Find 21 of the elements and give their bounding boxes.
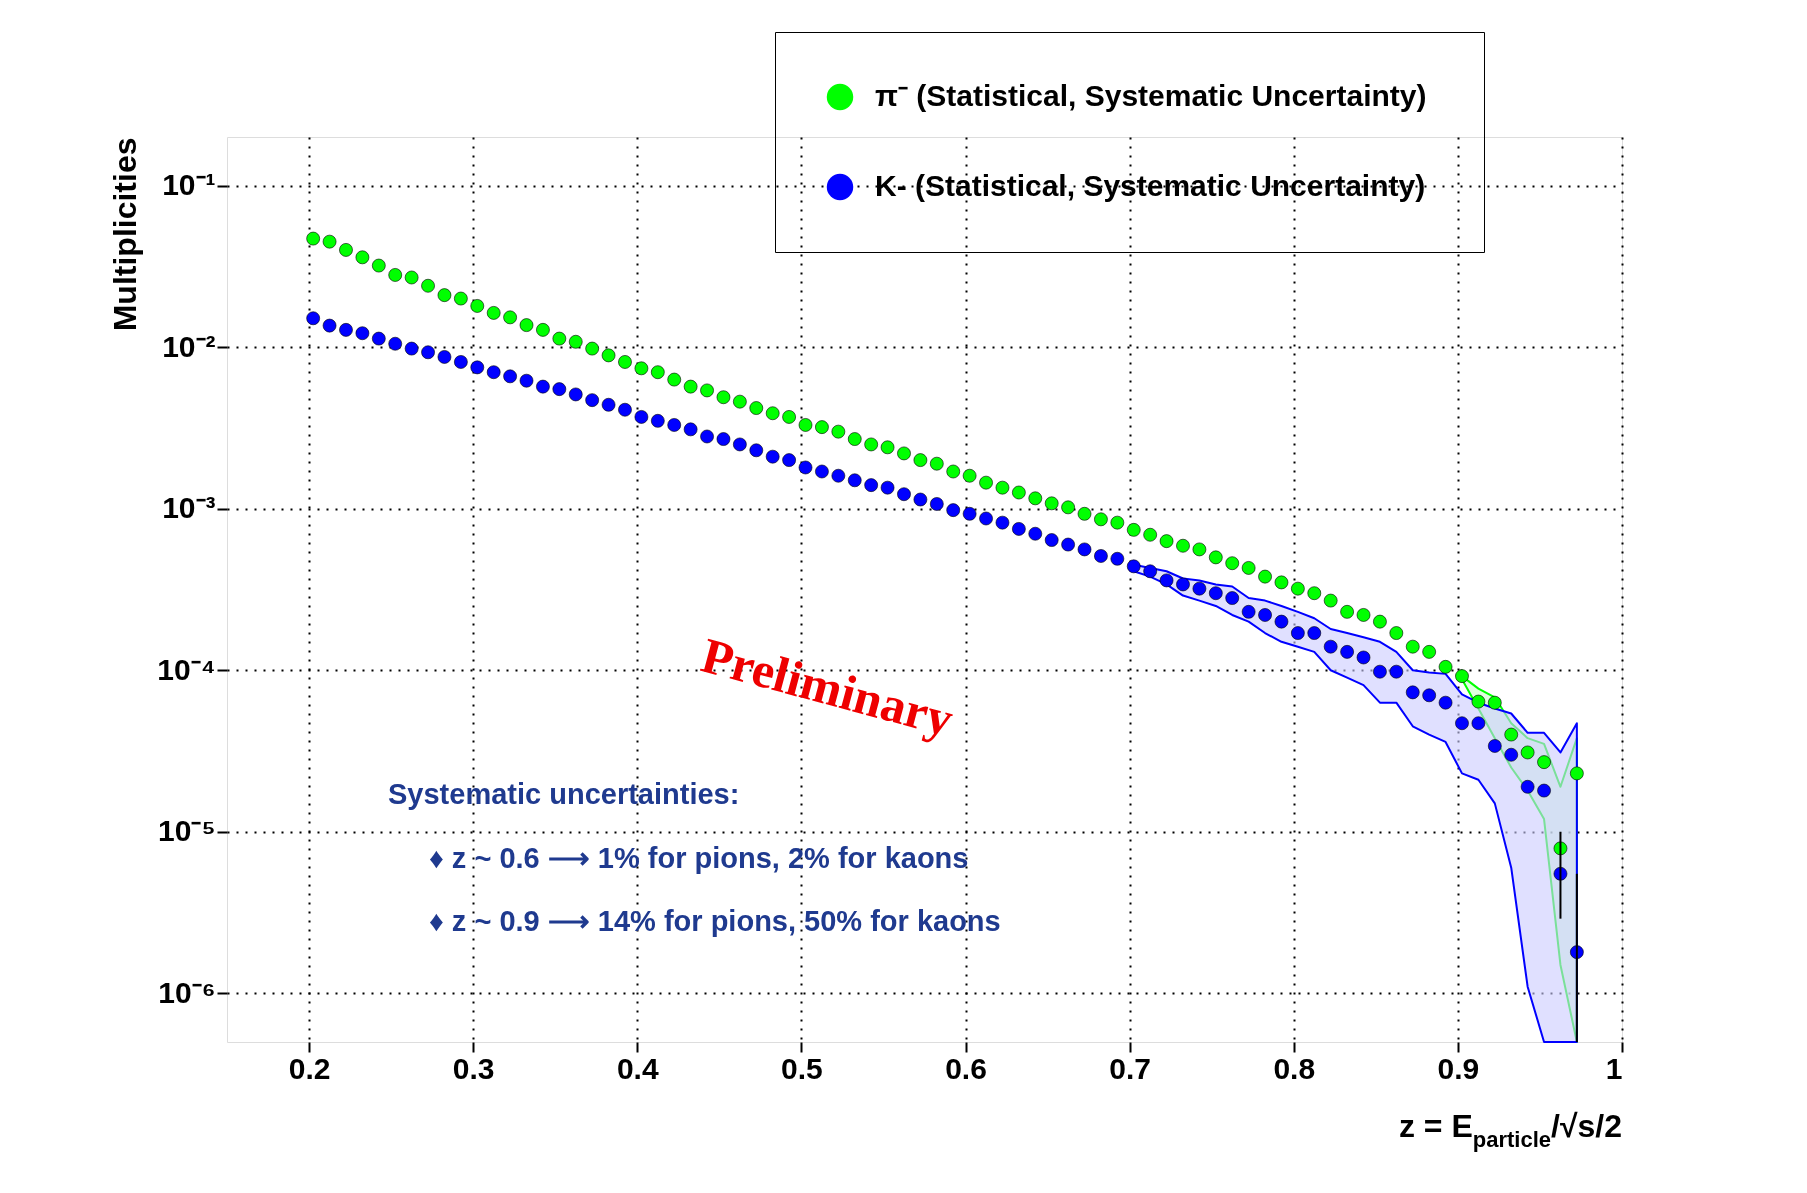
y-tick-label: 10⁻² bbox=[162, 329, 216, 363]
y-axis-title: Multiplicities bbox=[107, 137, 144, 332]
x-tick-label: 0.9 bbox=[1437, 1051, 1480, 1085]
x-tick-label: 0.8 bbox=[1273, 1051, 1316, 1085]
x-tick-label: 0.2 bbox=[288, 1051, 331, 1085]
legend-label: K- (Statistical, Systematic Uncertainty) bbox=[875, 169, 1426, 202]
y-tick-label: 10⁻⁵ bbox=[158, 814, 216, 848]
x-tick-label: 0.3 bbox=[452, 1051, 495, 1085]
annotation: ♦ z ~ 0.9 ⟶ 14% for pions, 50% for kaons bbox=[429, 905, 1001, 937]
x-tick-label: 1 bbox=[1605, 1051, 1623, 1085]
x-tick-label: 0.6 bbox=[945, 1051, 987, 1085]
annotation: Systematic uncertainties: bbox=[388, 778, 740, 810]
x-tick-label: 0.4 bbox=[616, 1051, 659, 1085]
y-tick-label: 10⁻³ bbox=[162, 491, 216, 525]
y-tick-label: 10⁻⁶ bbox=[158, 975, 216, 1009]
annotation: ♦ z ~ 0.6 ⟶ 1% for pions, 2% for kaons bbox=[429, 842, 969, 874]
x-tick-label: 0.7 bbox=[1109, 1051, 1152, 1085]
x-tick-label: 0.5 bbox=[781, 1051, 823, 1085]
y-tick-label: 10⁻⁴ bbox=[157, 652, 216, 686]
legend-label: π⁻ (Statistical, Systematic Uncertainty) bbox=[875, 79, 1427, 112]
y-tick-label: 10⁻¹ bbox=[162, 168, 216, 202]
